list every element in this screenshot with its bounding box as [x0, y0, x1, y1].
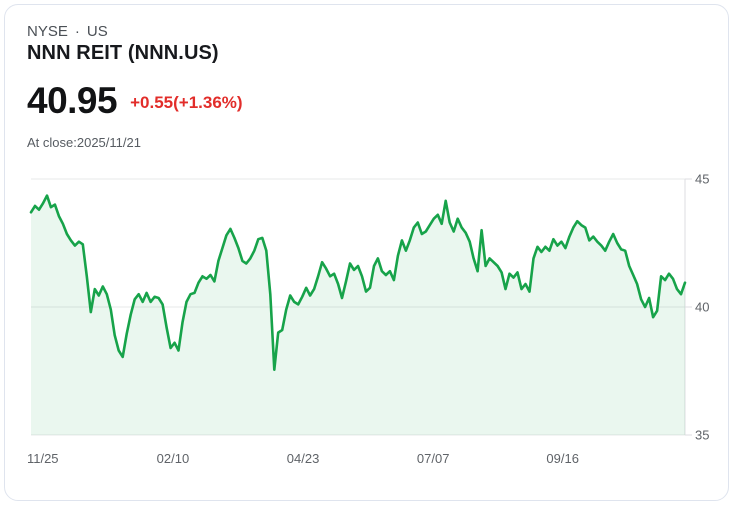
stock-title: NNN REIT (NNN.US) [27, 42, 219, 64]
price-line [29, 194, 687, 371]
price-chart[interactable]: 45 40 35 11/25 02/10 04/23 07/07 09/16 [5, 5, 732, 504]
close-timestamp: At close:2025/11/21 [27, 135, 141, 150]
x-axis-label-09-16: 09/16 [546, 451, 579, 466]
dot-separator: · [74, 23, 80, 40]
x-axis-label-02-10: 02/10 [157, 451, 190, 466]
region-label: US [86, 23, 108, 40]
x-axis-label-04-23: 04/23 [287, 451, 320, 466]
y-axis-label-35: 35 [695, 428, 709, 443]
stock-card: NYSE · US NNN REIT (NNN.US) 40.95 +0.55(… [4, 4, 729, 501]
last-price: 40.95 [27, 80, 118, 121]
price-change: +0.55(+1.36%) [130, 92, 243, 112]
x-axis-label-11-25: 11/25 [27, 451, 59, 466]
x-axis-label-07-07: 07/07 [417, 451, 450, 466]
y-axis-label-40: 40 [695, 300, 709, 315]
exchange-row: NYSE · US [27, 23, 108, 40]
chart-area: 45 40 35 11/25 02/10 04/23 07/07 09/16 [5, 5, 728, 500]
exchange-label: NYSE [27, 23, 68, 40]
price-row: 40.95 +0.55(+1.36%) [27, 82, 243, 119]
price-area [31, 195, 685, 435]
y-axis-label-45: 45 [695, 172, 709, 187]
